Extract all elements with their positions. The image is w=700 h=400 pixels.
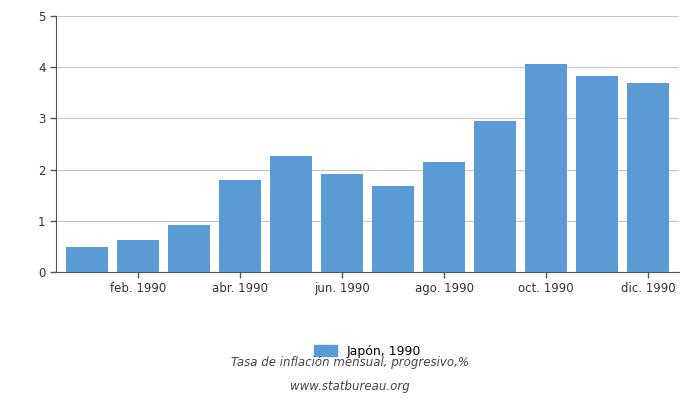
Bar xyxy=(321,174,363,272)
Bar xyxy=(66,248,108,272)
Bar xyxy=(270,156,312,272)
Bar xyxy=(576,76,618,272)
Text: www.statbureau.org: www.statbureau.org xyxy=(290,380,410,393)
Bar xyxy=(525,64,567,272)
Bar xyxy=(424,162,465,272)
Bar xyxy=(474,122,516,272)
Bar xyxy=(627,82,669,272)
Legend: Japón, 1990: Japón, 1990 xyxy=(309,340,426,363)
Text: Tasa de inflación mensual, progresivo,%: Tasa de inflación mensual, progresivo,% xyxy=(231,356,469,369)
Bar xyxy=(117,240,159,272)
Bar xyxy=(168,225,210,272)
Bar xyxy=(219,180,261,272)
Bar xyxy=(372,186,414,272)
